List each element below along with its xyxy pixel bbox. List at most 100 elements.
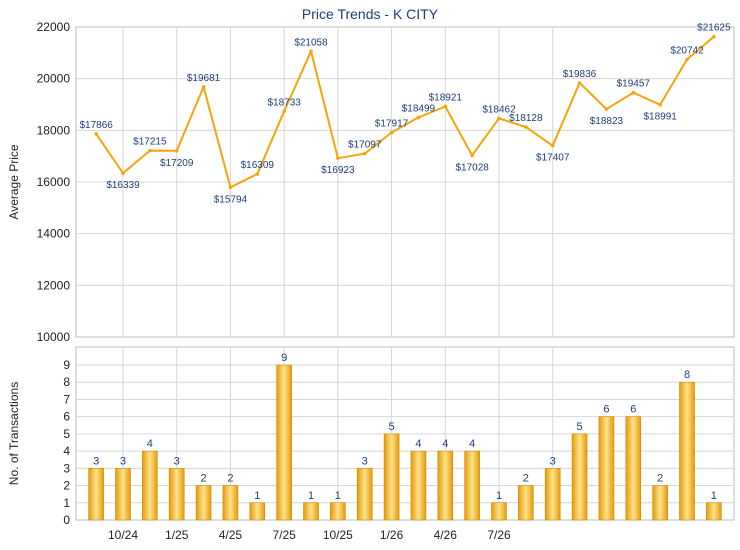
- chart-title: Price Trends - K CITY: [301, 6, 439, 22]
- transaction-bar: [410, 450, 427, 521]
- transaction-bar: [518, 485, 534, 521]
- price-data-label: $16309: [241, 160, 275, 171]
- transaction-bar: [330, 502, 346, 521]
- x-tick-label: 1/25: [165, 528, 189, 542]
- transaction-value-label: 1: [335, 490, 341, 502]
- x-tick-label: 7/26: [487, 528, 511, 542]
- transaction-bar: [464, 450, 480, 521]
- transaction-bar: [222, 485, 239, 521]
- transaction-bar: [249, 502, 266, 521]
- transaction-value-label: 4: [147, 438, 153, 450]
- price-point: [362, 151, 367, 156]
- transaction-value-label: 2: [657, 473, 663, 485]
- price-data-label: $18128: [509, 113, 543, 124]
- x-tick-label: 4/25: [219, 528, 243, 542]
- price-data-label: $19681: [187, 73, 221, 84]
- price-data-label: $18921: [429, 93, 463, 104]
- price-y-tick-label: 12000: [37, 278, 71, 292]
- transaction-value-label: 4: [442, 438, 448, 450]
- price-data-label: $17097: [348, 140, 382, 151]
- transaction-value-label: 6: [603, 404, 609, 416]
- price-point: [255, 172, 260, 176]
- price-panel: 10000 12000 14000 16000 18000 20000 22000 Avera…: [7, 20, 735, 344]
- price-data-label: $18991: [643, 112, 677, 123]
- transaction-value-label: 6: [630, 404, 636, 416]
- price-point: [658, 102, 662, 107]
- transaction-bar: [571, 433, 588, 521]
- price-data-label: $15794: [214, 194, 248, 205]
- price-point: [524, 125, 528, 129]
- transaction-value-label: 3: [174, 455, 180, 467]
- transaction-bar: [142, 450, 158, 521]
- tx-y-tick-label: 0: [63, 513, 70, 527]
- transaction-bar: [115, 468, 131, 521]
- transaction-value-label: 4: [469, 438, 475, 450]
- price-point: [282, 109, 286, 114]
- tx-y-tick-label: 7: [63, 392, 70, 406]
- x-tick-label: 1/26: [380, 528, 404, 542]
- transaction-bar: [303, 502, 319, 521]
- transaction-value-label: 5: [389, 421, 395, 433]
- price-point: [577, 81, 582, 85]
- tx-y-tick-label: 3: [63, 461, 70, 475]
- price-data-label: $19457: [617, 79, 651, 90]
- transaction-bar: [356, 468, 373, 521]
- transaction-bar: [625, 416, 642, 521]
- price-point: [201, 85, 206, 89]
- transaction-bar: [679, 381, 695, 521]
- price-y-tick-label: 16000: [37, 175, 71, 189]
- transaction-value-label: 1: [496, 490, 502, 502]
- price-data-label: $21625: [697, 23, 731, 34]
- tx-y-tick-label: 2: [63, 479, 70, 493]
- price-point: [174, 148, 179, 153]
- price-point: [94, 131, 98, 136]
- price-point: [121, 171, 125, 176]
- transaction-value-label: 3: [362, 455, 368, 467]
- price-data-label: $17209: [160, 158, 194, 169]
- transaction-bar: [706, 502, 722, 521]
- transaction-bar: [88, 468, 104, 521]
- price-data-label: $17215: [133, 137, 167, 148]
- price-data-label: $18823: [590, 116, 624, 127]
- transaction-bar: [544, 468, 561, 521]
- price-data-label: $18462: [482, 104, 516, 115]
- transaction-value-label: 5: [577, 421, 583, 433]
- transaction-bar: [652, 485, 668, 521]
- transaction-value-label: 3: [93, 455, 99, 467]
- transaction-bar: [383, 433, 400, 521]
- price-point: [470, 153, 474, 158]
- tx-y-tick-label: 9: [63, 358, 70, 372]
- transaction-bar: [437, 450, 454, 521]
- price-data-label: $18499: [402, 103, 436, 114]
- price-data-label: $20742: [670, 45, 704, 56]
- x-tick-label: 4/26: [434, 528, 458, 542]
- price-data-label: $21058: [294, 37, 328, 48]
- transaction-bar: [195, 485, 212, 521]
- transaction-bar: [168, 468, 185, 521]
- transaction-value-label: 3: [120, 455, 126, 467]
- x-tick-label: 10/24: [108, 528, 138, 542]
- price-data-label: $17917: [375, 118, 409, 129]
- price-y-tick-label: 20000: [37, 72, 71, 86]
- price-point: [389, 130, 394, 135]
- price-y-axis-label: Average Price: [7, 144, 21, 219]
- transaction-bar: [598, 416, 615, 521]
- price-series-line: [95, 35, 715, 189]
- price-point: [631, 90, 636, 95]
- transaction-value-label: 2: [201, 473, 207, 485]
- tx-y-axis-label: No. of Transactions: [7, 382, 21, 485]
- price-data-label: $16339: [106, 180, 140, 191]
- price-point: [148, 148, 152, 153]
- price-point: [309, 49, 313, 54]
- transaction-value-label: 1: [254, 490, 260, 502]
- price-point: [497, 116, 501, 121]
- transaction-value-label: 2: [227, 473, 233, 485]
- price-point: [228, 185, 233, 190]
- price-data-label: $17028: [455, 162, 489, 173]
- price-point: [604, 107, 609, 111]
- price-point: [685, 57, 689, 62]
- price-data-label: $17866: [79, 120, 113, 131]
- transactions-panel: 0 1 2 3 4 5 6 7 8 9 No. of Transactions 3 3 4 3 2 2 1 9 1 1 3…: [7, 346, 735, 542]
- transaction-value-label: 1: [308, 490, 314, 502]
